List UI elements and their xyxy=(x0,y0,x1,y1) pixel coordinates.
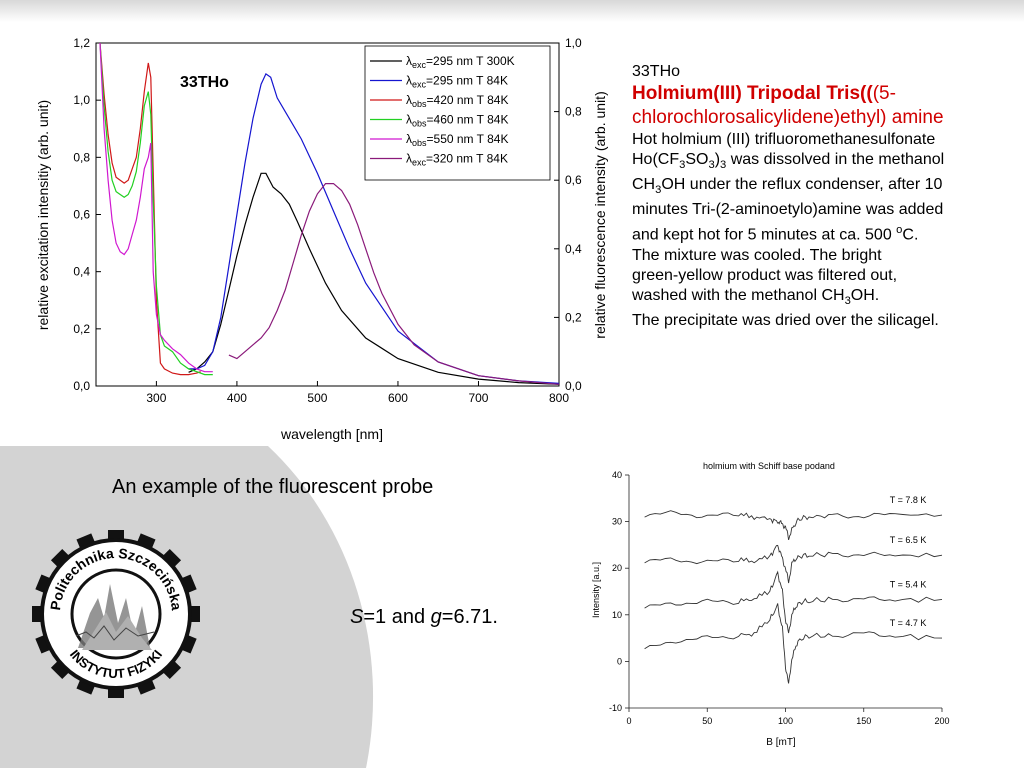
series-line-5 xyxy=(99,42,213,373)
y-tick-label: 0,0 xyxy=(73,379,90,393)
compound-title: Holmium(III) Tripodal Tris(((5-chlorochl… xyxy=(632,83,944,128)
y2-tick-label: 0,8 xyxy=(565,105,582,119)
compound-description: 33THo Holmium(III) Tripodal Tris(((5-chl… xyxy=(632,62,1024,331)
series-line-2 xyxy=(188,72,560,384)
probe-caption: An example of the fluorescent probe xyxy=(112,476,434,498)
epr-x-tick-label: 100 xyxy=(778,716,793,726)
epr-y-axis-label: Intensity [a.u.] xyxy=(591,562,601,618)
y-tick-label: 0,2 xyxy=(73,322,90,336)
epr-series-label: T = 6.5 K xyxy=(890,535,927,545)
x-tick-label: 400 xyxy=(227,391,247,405)
desc-line-1: Hot holmium (III) trifluoromethanesulfon… xyxy=(632,131,936,148)
spin-g-values: S=1 and g=6.71. xyxy=(350,606,498,628)
compound-code: 33THo xyxy=(632,63,681,80)
epr-series-line-2 xyxy=(644,544,943,584)
legend-entry: λexc=295 nm T 84K xyxy=(406,74,508,90)
desc-line-9: The precipitate was dried over the silic… xyxy=(632,311,939,329)
y2-tick-label: 0,6 xyxy=(565,173,582,187)
y-tick-label: 0,8 xyxy=(73,150,90,164)
y-tick-label: 0,4 xyxy=(73,265,90,279)
gear-tooth xyxy=(50,548,73,571)
y2-tick-label: 0,4 xyxy=(565,242,582,256)
desc-line-4: minutes Tri-(2-aminoetylo)amine was adde… xyxy=(632,201,944,219)
desc-line-2: Ho(CF3SO3)3 was dissolved in the methano… xyxy=(632,151,945,172)
epr-series-line-4 xyxy=(644,603,943,684)
logo-peaks xyxy=(75,584,155,650)
legend-entry: λobs=550 nm T 84K xyxy=(406,132,508,148)
legend-entry: λobs=420 nm T 84K xyxy=(406,93,508,109)
epr-x-axis-label: B [mT] xyxy=(766,737,796,748)
epr-series-label: T = 4.7 K xyxy=(890,618,927,628)
y-tick-label: 0,6 xyxy=(73,208,90,222)
y-tick-label: 1,2 xyxy=(73,36,90,50)
epr-series-label: T = 7.8 K xyxy=(890,495,927,505)
epr-y-tick-label: 20 xyxy=(612,563,622,573)
gear-logo-icon: Politechnika Szczecińska INSTYTUT FIZYKI xyxy=(32,530,200,698)
top-shadow xyxy=(0,0,1024,22)
epr-y-tick-label: 0 xyxy=(617,656,622,666)
gear-tooth xyxy=(159,548,182,571)
epr-y-tick-label: 30 xyxy=(612,517,622,527)
y2-tick-label: 0,2 xyxy=(565,310,582,324)
epr-chart: holmium with Schiff base podand 0 50 100 15… xyxy=(585,455,955,755)
epr-series-label: T = 5.4 K xyxy=(890,579,927,589)
legend-entry: λexc=295 nm T 300K xyxy=(406,54,515,70)
x-tick-label: 700 xyxy=(468,391,488,405)
desc-line-7: green-yellow product was filtered out, xyxy=(632,266,898,284)
x-axis-label: wavelength [nm] xyxy=(280,426,383,442)
y-tick-label: 1,0 xyxy=(73,93,90,107)
legend-box xyxy=(364,45,551,181)
epr-y-tick-label: 10 xyxy=(612,610,622,620)
legend-entry: λexc=320 nm T 84K xyxy=(406,152,508,168)
desc-line-6: The mixture was cooled. The bright xyxy=(632,246,882,264)
series-line-3 xyxy=(99,42,201,376)
legend-entry: λobs=460 nm T 84K xyxy=(406,113,508,129)
series-line-4 xyxy=(99,42,213,376)
epr-x-tick-label: 50 xyxy=(702,716,712,726)
epr-series-line-1 xyxy=(644,510,943,541)
epr-title: holmium with Schiff base podand xyxy=(703,461,835,471)
epr-y-tick-label: 40 xyxy=(612,470,622,480)
spectra-chart: 300 400 500 600 700 8000,00,20,40,60,81,01,20… xyxy=(35,36,608,442)
x-tick-label: 600 xyxy=(388,391,408,405)
annotation-33THo: 33THo xyxy=(180,74,229,91)
series-line-1 xyxy=(188,172,560,385)
epr-series-line-3 xyxy=(644,570,943,634)
desc-line-5: and kept hot for 5 minutes at ca. 500 oC… xyxy=(632,224,919,244)
epr-x-tick-label: 150 xyxy=(856,716,871,726)
y2-tick-label: 1,0 xyxy=(565,36,582,50)
x-tick-label: 300 xyxy=(146,391,166,405)
series-line-6 xyxy=(228,183,560,385)
epr-y-tick-label: -10 xyxy=(609,703,622,713)
y2-tick-label: 0,0 xyxy=(565,379,582,393)
desc-line-3: CH3OH under the reflux condenser, after … xyxy=(632,176,943,197)
gear-tooth xyxy=(159,657,182,680)
epr-x-tick-label: 0 xyxy=(626,716,631,726)
y2-axis-label: relative fluorescence intensity (arb. un… xyxy=(592,91,608,338)
desc-line-8: washed with the methanol CH3OH. xyxy=(632,286,880,307)
gear-tooth xyxy=(50,657,73,680)
x-tick-label: 500 xyxy=(307,391,327,405)
y-axis-label: relative excitation intensitiy (arb. uni… xyxy=(35,100,51,330)
x-tick-label: 800 xyxy=(549,391,569,405)
epr-x-tick-label: 200 xyxy=(934,716,949,726)
legend: λexc=295 nm T 300K λexc=295 nm T 84K λobs=… xyxy=(364,45,551,181)
